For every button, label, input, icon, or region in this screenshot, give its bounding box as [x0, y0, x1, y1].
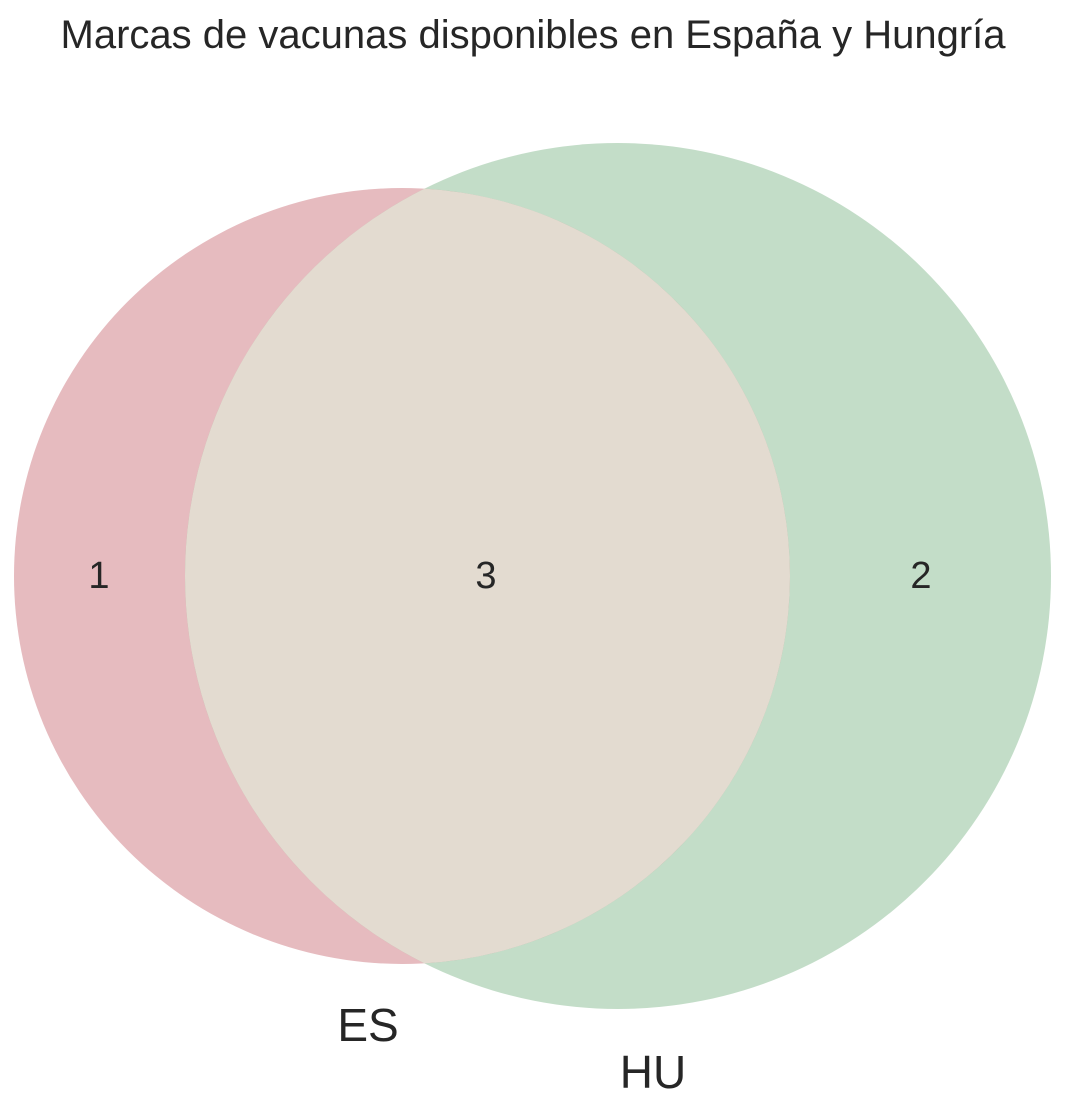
venn-labels: 1 3 2 ES HU — [88, 555, 931, 1098]
venn-circles — [14, 143, 1051, 1009]
region-count-es-only: 1 — [88, 555, 109, 597]
region-count-intersection: 3 — [475, 555, 496, 597]
region-count-hu-only: 2 — [910, 555, 931, 597]
chart-title: Marcas de vacunas disponibles en España … — [61, 13, 1007, 57]
intersection-region — [185, 188, 791, 964]
set-label-es: ES — [337, 999, 398, 1051]
set-label-hu: HU — [620, 1046, 686, 1098]
